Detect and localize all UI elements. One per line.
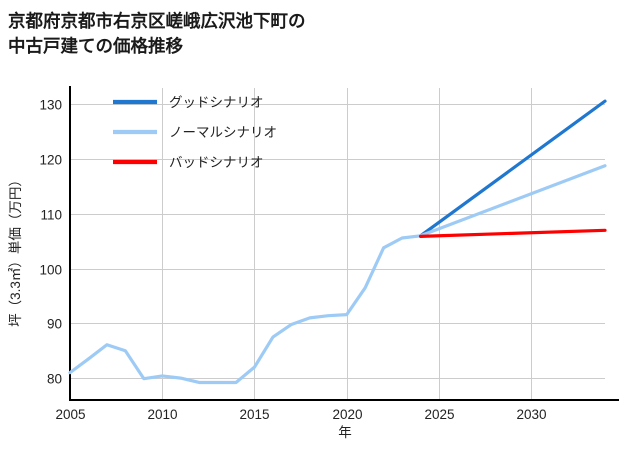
y-tick-label: 120: [39, 153, 62, 168]
legend-label: グッドシナリオ: [169, 95, 264, 110]
x-axis-tick-labels: 2005 2010 2015 2020 2025 2030: [55, 407, 546, 422]
y-tick-label: 100: [39, 263, 62, 278]
x-tick-label: 2020: [332, 407, 362, 422]
x-tick-label: 2015: [239, 407, 269, 422]
y-tick-label: 110: [40, 208, 62, 223]
x-tick-label: 2030: [516, 407, 546, 422]
legend-label: バッドシナリオ: [169, 155, 264, 170]
chart-title-line-1: 京都府京都市右京区嵯峨広沢池下町の: [8, 11, 306, 31]
y-tick-label: 130: [39, 98, 62, 113]
chart-title-line-2: 中古戸建ての価格推移: [8, 36, 183, 56]
y-axis-tick-labels: 80 90 100 110 120 130: [39, 98, 62, 387]
series-line: [68, 164, 607, 385]
series-line: [418, 99, 607, 238]
series-line: [418, 228, 607, 238]
x-tick-label: 2005: [55, 407, 85, 422]
x-axis-title: 年: [338, 425, 352, 440]
y-tick-label: 80: [47, 372, 62, 387]
y-tick-label: 90: [47, 317, 62, 332]
x-tick-label: 2010: [147, 407, 177, 422]
data-series: [68, 99, 607, 385]
y-axis-title: 坪（3.3㎡）単価（万円）: [8, 173, 23, 327]
x-tick-label: 2025: [424, 407, 454, 422]
axis-lines: [68, 86, 619, 402]
legend-label: ノーマルシナリオ: [169, 125, 277, 140]
gridlines: [70, 88, 605, 400]
